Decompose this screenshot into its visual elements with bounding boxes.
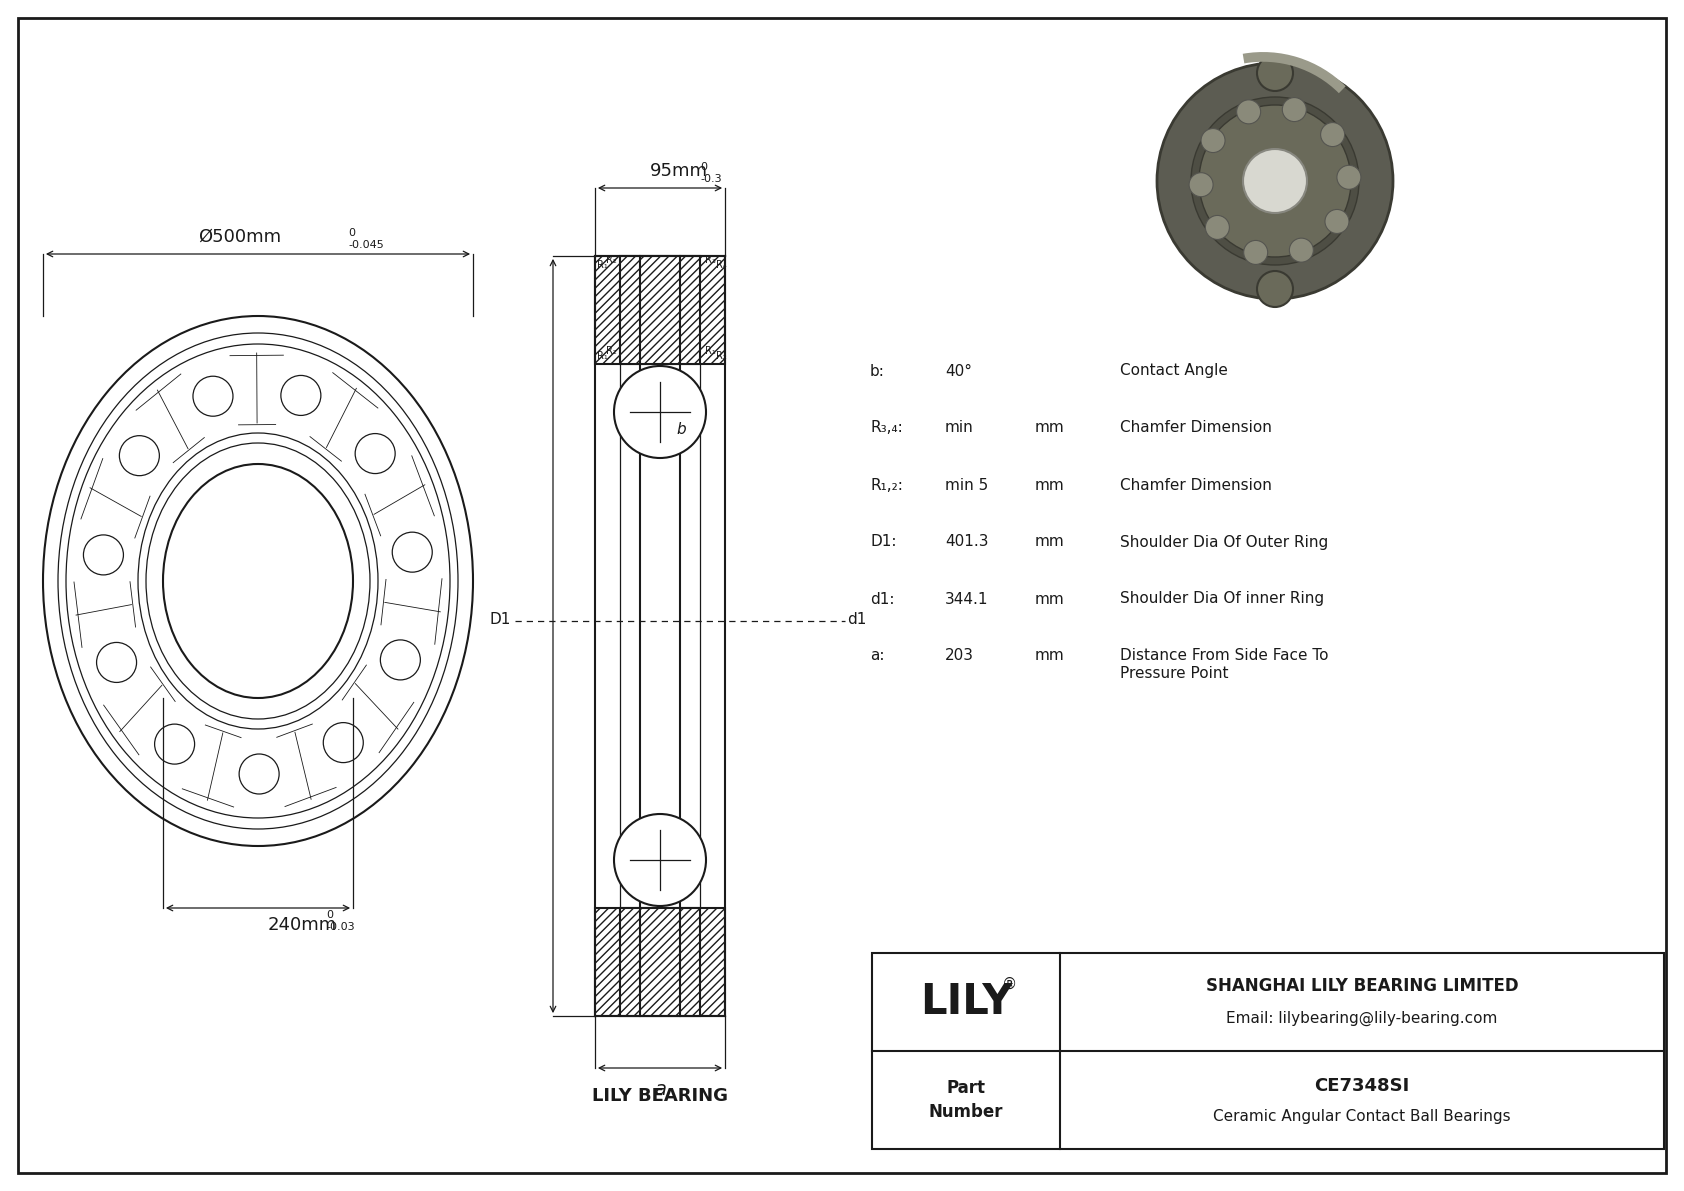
- Text: Ceramic Angular Contact Ball Bearings: Ceramic Angular Contact Ball Bearings: [1212, 1109, 1511, 1123]
- Circle shape: [1256, 272, 1293, 307]
- Text: mm: mm: [1036, 592, 1064, 606]
- Text: 0: 0: [701, 162, 707, 172]
- Circle shape: [1290, 238, 1314, 262]
- Text: Contact Angle: Contact Angle: [1120, 363, 1228, 379]
- Text: b: b: [675, 422, 685, 437]
- Circle shape: [1320, 123, 1344, 146]
- Circle shape: [1243, 149, 1307, 213]
- Bar: [620, 908, 701, 1016]
- Text: LILY: LILY: [919, 981, 1012, 1023]
- Text: D1: D1: [490, 611, 510, 626]
- Text: R₂: R₂: [606, 347, 616, 356]
- Text: R₁: R₁: [706, 347, 716, 356]
- Text: R₃: R₃: [706, 255, 716, 266]
- Bar: [594, 256, 726, 364]
- Text: mm: mm: [1036, 420, 1064, 436]
- Text: R₄: R₄: [716, 260, 727, 270]
- Text: d1:: d1:: [871, 592, 894, 606]
- Text: mm: mm: [1036, 478, 1064, 493]
- Text: R₁: R₁: [598, 351, 608, 361]
- Text: Pressure Point: Pressure Point: [1120, 667, 1229, 681]
- Circle shape: [1325, 210, 1349, 233]
- Text: 0: 0: [327, 910, 333, 919]
- Circle shape: [1256, 55, 1293, 91]
- Text: Part
Number: Part Number: [930, 1079, 1004, 1121]
- Text: Email: lilybearing@lily-bearing.com: Email: lilybearing@lily-bearing.com: [1226, 1010, 1497, 1025]
- Text: ®: ®: [1002, 977, 1017, 991]
- Circle shape: [1191, 96, 1359, 266]
- Text: mm: mm: [1036, 649, 1064, 663]
- Text: -0.3: -0.3: [701, 174, 722, 183]
- Circle shape: [615, 366, 706, 459]
- Text: LILY BEARING: LILY BEARING: [593, 1087, 727, 1105]
- Bar: [620, 256, 701, 364]
- Text: Distance From Side Face To: Distance From Side Face To: [1120, 649, 1329, 663]
- Circle shape: [1157, 63, 1393, 299]
- Circle shape: [615, 813, 706, 906]
- Text: Ø500mm: Ø500mm: [199, 227, 281, 247]
- Text: mm: mm: [1036, 535, 1064, 549]
- Circle shape: [1337, 166, 1361, 189]
- Text: 240mm: 240mm: [268, 916, 337, 934]
- Circle shape: [1282, 98, 1307, 121]
- Text: min 5: min 5: [945, 478, 989, 493]
- Text: 344.1: 344.1: [945, 592, 989, 606]
- Circle shape: [1199, 105, 1351, 257]
- Circle shape: [1206, 216, 1229, 239]
- Text: 0: 0: [349, 227, 355, 238]
- Text: a:: a:: [871, 649, 884, 663]
- Text: a: a: [653, 1080, 665, 1099]
- Text: d1: d1: [847, 611, 866, 626]
- Text: R₃,₄:: R₃,₄:: [871, 420, 903, 436]
- Text: Shoulder Dia Of inner Ring: Shoulder Dia Of inner Ring: [1120, 592, 1324, 606]
- Text: 203: 203: [945, 649, 973, 663]
- Text: 95mm: 95mm: [650, 162, 707, 180]
- Bar: [594, 908, 726, 1016]
- Text: CE7348SI: CE7348SI: [1315, 1077, 1410, 1095]
- Text: SHANGHAI LILY BEARING LIMITED: SHANGHAI LILY BEARING LIMITED: [1206, 977, 1519, 994]
- Text: 40°: 40°: [945, 363, 972, 379]
- Text: R₁: R₁: [598, 260, 608, 270]
- Text: R₂: R₂: [716, 351, 727, 361]
- Text: Chamfer Dimension: Chamfer Dimension: [1120, 420, 1271, 436]
- Circle shape: [1244, 241, 1268, 264]
- Text: Shoulder Dia Of Outer Ring: Shoulder Dia Of Outer Ring: [1120, 535, 1329, 549]
- Circle shape: [1201, 129, 1224, 152]
- Text: -0.045: -0.045: [349, 241, 384, 250]
- Text: min: min: [945, 420, 973, 436]
- Text: -0.03: -0.03: [327, 922, 355, 933]
- Circle shape: [1236, 100, 1261, 124]
- Text: R₂: R₂: [606, 255, 616, 266]
- Text: 401.3: 401.3: [945, 535, 989, 549]
- Text: D1:: D1:: [871, 535, 896, 549]
- Circle shape: [1189, 173, 1212, 197]
- Bar: [872, 953, 1664, 1149]
- Text: R₁,₂:: R₁,₂:: [871, 478, 903, 493]
- Text: b:: b:: [871, 363, 884, 379]
- Text: Chamfer Dimension: Chamfer Dimension: [1120, 478, 1271, 493]
